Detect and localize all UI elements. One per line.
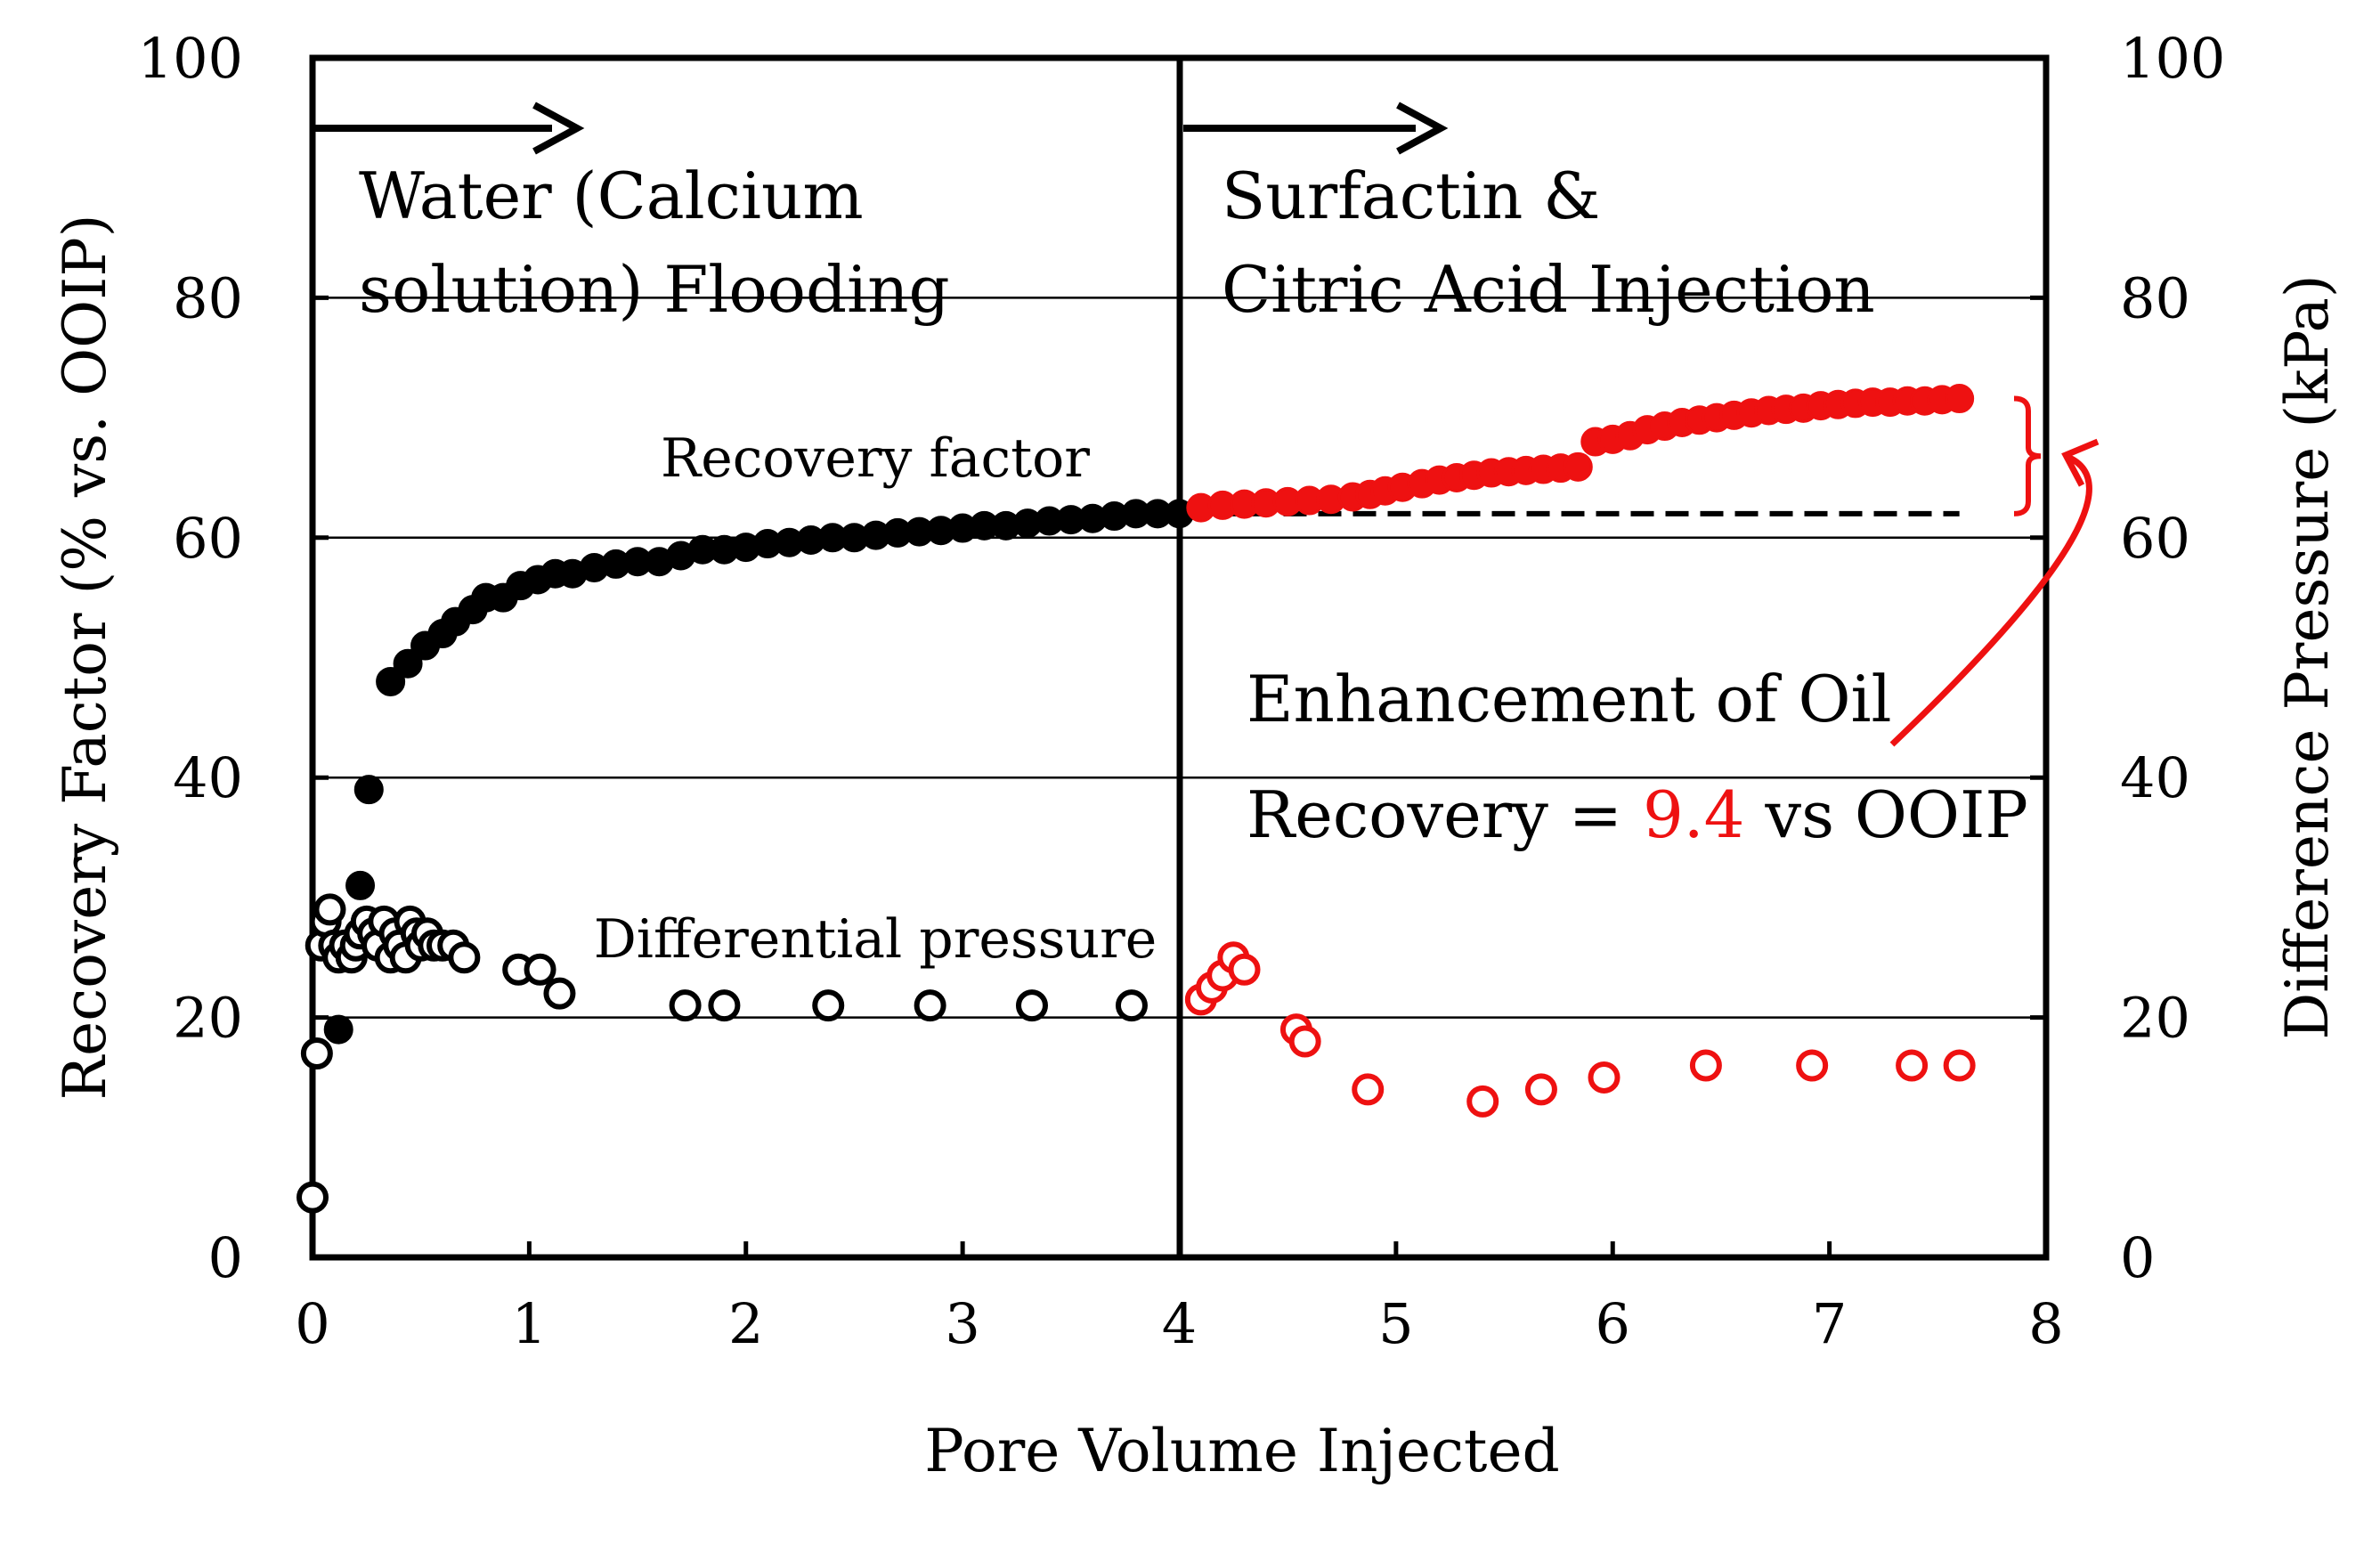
pressure-point-3-8 <box>1466 1085 1499 1118</box>
y-tick-label-5: 100 <box>138 26 243 91</box>
x-tick-label-3: 3 <box>945 1291 979 1356</box>
y2-tick-label-2: 40 <box>2120 745 2190 810</box>
pressure-point-3-11 <box>1689 1049 1722 1082</box>
y2-axis-title: Difference Pressure (kPa) <box>2273 274 2342 1039</box>
recovery-point-0-0 <box>323 1014 353 1045</box>
recovery-point-0-4 <box>393 648 423 679</box>
enhancement-arrow <box>1889 453 2092 747</box>
pressure-point-2-4 <box>313 893 346 926</box>
y-tick-label-1: 20 <box>173 986 243 1051</box>
pressure-point-3-9 <box>1524 1073 1557 1106</box>
y2-tick-label-5: 100 <box>2120 26 2225 91</box>
pressure-point-2-30 <box>669 989 702 1022</box>
recovery-point-0-3 <box>376 666 406 696</box>
y-tick-label-0: 0 <box>208 1225 243 1290</box>
pressure-point-2-32 <box>812 989 845 1022</box>
phase-label-water-line2: solution) Flooding <box>359 252 950 327</box>
pressure-point-2-35 <box>1115 989 1148 1022</box>
enhancement-suffix: vs OOIP <box>1745 777 2028 852</box>
pressure-point-2-34 <box>1016 989 1049 1022</box>
pressure-point-2-29 <box>543 977 576 1010</box>
pressure-point-3-7 <box>1352 1073 1385 1106</box>
enhancement-arrow-head <box>2061 438 2100 487</box>
x-tick-label-5: 5 <box>1378 1291 1413 1356</box>
pressure-point-2-1 <box>300 1037 333 1070</box>
x-tick-label-7: 7 <box>1812 1291 1847 1356</box>
series-label-pressure: Differential pressure <box>594 908 1158 971</box>
enhancement-prefix: Recovery = <box>1247 777 1643 852</box>
y2-tick-labels: 0 20 40 60 80 100 <box>2120 26 2225 1290</box>
pressure-point-3-6 <box>1288 1025 1321 1058</box>
enhancement-annotation <box>2013 395 2042 516</box>
enhancement-text-line1: Enhancement of Oil <box>1247 662 1892 736</box>
pressure-point-2-28 <box>524 953 556 986</box>
x-tick-label-1: 1 <box>512 1291 547 1356</box>
pressure-point-3-13 <box>1896 1049 1929 1082</box>
series-3 <box>1184 941 1976 1118</box>
data-markers <box>296 384 1976 1214</box>
pressure-point-2-0 <box>296 1181 329 1214</box>
recovery-point-1-42 <box>1945 384 1975 414</box>
x-tick-label-2: 2 <box>728 1291 763 1356</box>
recovery-point-0-1 <box>345 870 376 900</box>
y2-tick-label-4: 80 <box>2120 265 2190 330</box>
pressure-point-3-14 <box>1943 1049 1976 1082</box>
pressure-point-2-33 <box>914 989 946 1022</box>
x-tick-label-4: 4 <box>1162 1291 1197 1356</box>
pressure-point-3-4 <box>1228 953 1261 986</box>
x-tick-label-6: 6 <box>1596 1291 1630 1356</box>
enhancement-brace <box>2013 395 2042 516</box>
y-tick-label-2: 40 <box>173 745 243 810</box>
x-tick-label-8: 8 <box>2028 1291 2063 1356</box>
y2-tick-label-3: 60 <box>2120 506 2190 571</box>
enhancement-value: 9.4 <box>1643 777 1745 852</box>
y-tick-label-4: 80 <box>173 265 243 330</box>
series-1 <box>1186 384 1975 523</box>
x-tick-label-0: 0 <box>295 1291 329 1356</box>
pressure-point-3-12 <box>1796 1049 1829 1082</box>
x-axis-title: Pore Volume Injected <box>924 1417 1560 1485</box>
phase-label-surfactin-line1: Surfactin & <box>1222 159 1600 233</box>
pressure-point-2-31 <box>708 989 741 1022</box>
y2-tick-label-0: 0 <box>2120 1225 2155 1290</box>
phase-arrow-water <box>314 102 585 155</box>
phase-arrow-surfactin <box>1183 102 1449 155</box>
recovery-point-1-20 <box>1563 451 1593 482</box>
y2-tick-label-1: 20 <box>2120 986 2190 1051</box>
series-0 <box>323 499 1194 1045</box>
plot-frame <box>309 54 2050 1261</box>
phase-label-surfactin-line2: Citric Acid Injection <box>1222 252 1875 327</box>
recovery-point-0-2 <box>353 775 384 805</box>
y-tick-labels: 0 20 40 60 80 100 <box>138 26 243 1290</box>
phase-label-water-line1: Water (Calcium <box>359 159 864 233</box>
series-2 <box>296 893 1148 1214</box>
enhancement-text-line2: Recovery = 9.4 vs OOIP <box>1247 777 2028 852</box>
pressure-point-3-10 <box>1588 1061 1621 1094</box>
series-label-recovery: Recovery factor <box>661 427 1090 490</box>
x-tick-labels: 0 1 2 3 4 5 6 7 8 <box>295 1291 2063 1356</box>
y-tick-label-3: 60 <box>173 506 243 571</box>
y-axis-title: Recovery Factor (% vs. OOIP) <box>51 214 119 1100</box>
pressure-point-2-26 <box>448 941 481 974</box>
